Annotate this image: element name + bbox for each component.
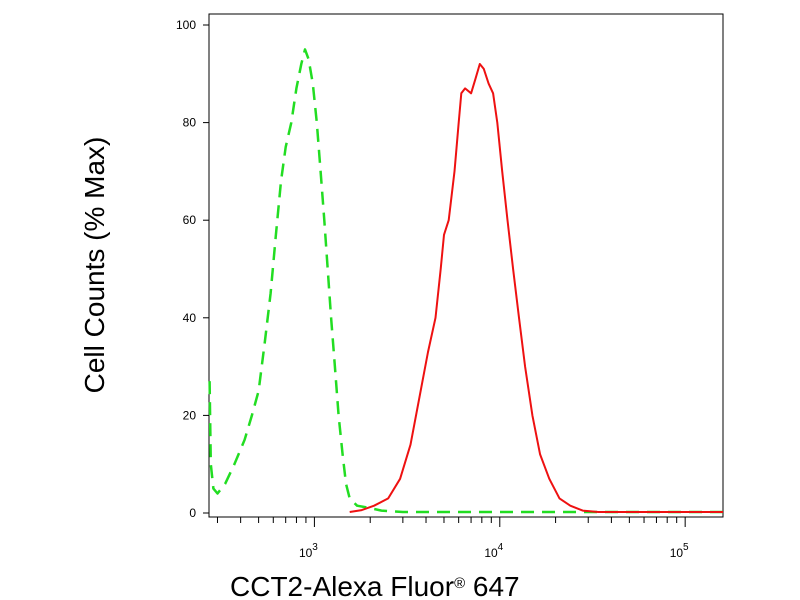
x-axis: 103 104 105 xyxy=(216,517,689,560)
x-tick-label-0: 103 xyxy=(299,542,318,560)
x-tick-exp-2: 5 xyxy=(683,542,689,553)
x-tick-base-0: 10 xyxy=(299,546,313,560)
x-tick-label-2: 105 xyxy=(670,542,689,560)
y-tick-label-1: 20 xyxy=(183,408,197,422)
y-axis-title: Cell Counts (% Max) xyxy=(79,137,110,394)
y-axis: 0 20 40 60 80 100 xyxy=(176,18,209,520)
y-tick-label-2: 40 xyxy=(183,311,197,325)
y-tick-label-4: 80 xyxy=(183,116,197,130)
x-tick-base-2: 10 xyxy=(670,546,684,560)
y-tick-label-0: 0 xyxy=(189,506,196,520)
y-tick-label-3: 60 xyxy=(183,213,197,227)
x-tick-label-1: 104 xyxy=(484,542,503,560)
x-tick-exp-0: 3 xyxy=(312,542,318,553)
x-tick-exp-1: 4 xyxy=(498,542,504,553)
x-tick-base-1: 10 xyxy=(484,546,498,560)
plot-frame xyxy=(208,13,724,518)
x-axis-title-suffix: 647 xyxy=(465,571,520,600)
x-axis-title-main: CCT2-Alexa Fluor xyxy=(230,571,454,600)
x-axis-title: CCT2-Alexa Fluor® 647 xyxy=(230,571,520,600)
series-layer xyxy=(208,48,723,514)
y-tick-label-5: 100 xyxy=(176,18,196,32)
series-line-1 xyxy=(349,63,723,513)
series-line-0 xyxy=(208,48,723,514)
x-axis-title-mark: ® xyxy=(454,575,465,592)
